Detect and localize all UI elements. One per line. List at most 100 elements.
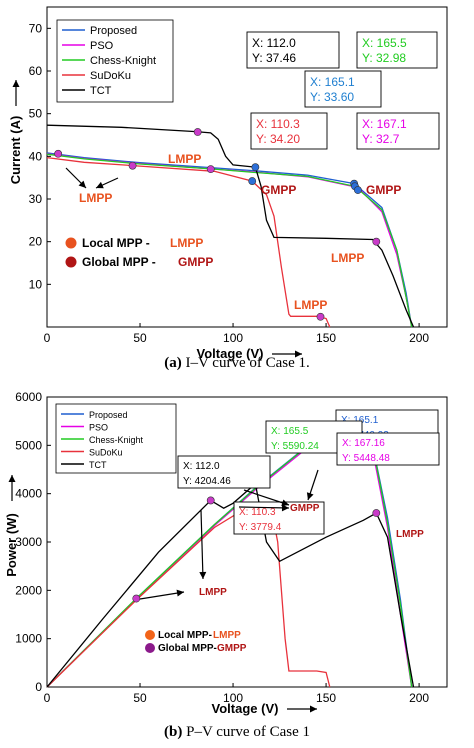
chart1-datatip-y: Y: 37.46 xyxy=(252,51,296,65)
chart1-y-tick-label: 70 xyxy=(29,21,43,35)
chart2-lmpp-label: LMPP xyxy=(396,529,424,540)
chart1-datatip-x: X: 112.0 xyxy=(252,36,296,50)
chart1-mpp-marker xyxy=(248,177,257,185)
chart1-y-tick-label: 30 xyxy=(29,192,43,206)
chart1-lmpp-label: LMPP xyxy=(168,152,201,166)
chart2-datatip-y: Y: 4204.46 xyxy=(183,476,231,487)
chart2-series-line-tct xyxy=(46,482,415,688)
chart2-y-tick-label: 6000 xyxy=(15,390,42,404)
chart2-datatip-y: Y: 3779.4 xyxy=(239,522,282,533)
chart2-datatip-x: X: 110.3 xyxy=(239,507,276,518)
chart1-datatip-x: X: 167.1 xyxy=(362,117,407,131)
chart1-gmpp-label: GMPP xyxy=(366,183,401,197)
chart2-x-tick-label: 150 xyxy=(316,691,336,705)
chart1-legend-local-mpp-value: LMPP xyxy=(170,236,203,250)
chart1-y-tick-label: 60 xyxy=(29,64,43,78)
chart2-mpp-marker xyxy=(206,496,215,505)
chart2-legend-global-mpp: Global MPP- xyxy=(158,643,217,654)
gmpp-arrow xyxy=(238,506,290,509)
lmpp-arrow xyxy=(139,591,185,600)
lmpp-arrow-head xyxy=(199,571,207,579)
chart1-datatip-box xyxy=(356,112,440,150)
chart1-x-tick-label: 50 xyxy=(133,331,147,345)
chart2-y-tick-label: 0 xyxy=(35,680,42,694)
chart2-x-axis-label: Voltage (V) xyxy=(212,701,279,716)
chart2-x-axis-arrow-head xyxy=(310,705,317,713)
chart2-x-tick-label: 200 xyxy=(409,691,429,705)
chart2-x-tick-label: 50 xyxy=(133,691,147,705)
chart1-x-tick-label: 100 xyxy=(223,331,243,345)
global-mpp-icon xyxy=(145,643,155,653)
chart2-datatip-x: X: 165.1 xyxy=(341,415,379,426)
lmpp-arrow-head xyxy=(78,180,86,188)
chart1-mpp-marker xyxy=(54,149,63,158)
chart1-legend-label: SuDoKu xyxy=(90,70,131,82)
chart2-datatip-x: X: 167.16 xyxy=(342,438,385,449)
chart2-legend-local-mpp: Local MPP- xyxy=(158,630,212,641)
chart2-y-tick-label: 1000 xyxy=(15,632,42,646)
chart2-legend-label: Chess-Knight xyxy=(89,435,144,445)
chart2-lmpp-label: LMPP xyxy=(199,587,227,598)
chart1-x-axis-label: Voltage (V) xyxy=(197,346,264,361)
chart1-x-tick-label: 0 xyxy=(44,331,51,345)
chart1-datatip-y: Y: 34.20 xyxy=(256,132,300,146)
chart1-datatip-x: X: 110.3 xyxy=(256,117,300,131)
chart2-mpp-marker xyxy=(132,594,141,603)
chart1-datatip-y: Y: 32.98 xyxy=(362,51,406,65)
chart1-legend-label: Proposed xyxy=(90,25,137,37)
chart1-lmpp-label: LMPP xyxy=(331,251,364,265)
chart1-x-tick-label: 150 xyxy=(316,331,336,345)
lmpp-arrow xyxy=(200,509,204,580)
chart1-gmpp-label: GMPP xyxy=(261,183,296,197)
chart2-datatip-box xyxy=(336,432,440,466)
gmpp-arrow-head xyxy=(281,499,289,507)
lmpp-arrow-head xyxy=(96,181,104,189)
chart1-mpp-marker xyxy=(206,165,215,174)
chart1-mpp-marker xyxy=(353,186,362,194)
chart2-legend-global-mpp-value: GMPP xyxy=(217,643,247,654)
chart2-datatip-x: X: 165.5 xyxy=(271,426,309,437)
chart1-y-axis-arrow-head xyxy=(12,80,20,87)
chart1-datatip-box xyxy=(304,70,382,108)
chart1-mpp-marker xyxy=(316,312,325,321)
chart1-y-tick-label: 10 xyxy=(29,277,43,291)
chart2-x-tick-label: 100 xyxy=(223,691,243,705)
chart2-legend-label: SuDoKu xyxy=(89,448,123,458)
chart1-legend-global-mpp-value: GMPP xyxy=(178,255,213,269)
local-mpp-icon xyxy=(65,237,77,249)
chart1-x-tick-label: 200 xyxy=(409,331,429,345)
chart2-y-tick-label: 4000 xyxy=(15,487,42,501)
chart1-datatip-box xyxy=(246,31,340,69)
chart2-datatip-x: X: 112.0 xyxy=(183,461,220,472)
chart2-y-tick-label: 2000 xyxy=(15,583,42,597)
chart1-legend-local-mpp: Local MPP - xyxy=(82,236,150,250)
chart1-datatip-x: X: 165.1 xyxy=(310,75,355,89)
chart1-y-axis-label: Current (A) xyxy=(8,116,23,185)
chart1-legend-label: PSO xyxy=(90,40,114,52)
gmpp-arrow xyxy=(243,489,290,506)
chart2-legend-label: TCT xyxy=(89,460,107,470)
chart2-legend-local-mpp-value: LMPP xyxy=(213,630,241,641)
chart1-datatip-x: X: 165.5 xyxy=(362,36,407,50)
gmpp-arrow-head xyxy=(306,492,314,500)
chart1-mpp-marker xyxy=(372,237,381,246)
gmpp-arrow-head xyxy=(281,504,289,512)
chart2-y-axis-label: Power (W) xyxy=(4,513,19,577)
chart1-x-axis-arrow-head xyxy=(295,350,302,358)
chart1-legend-global-mpp: Global MPP - xyxy=(82,255,156,269)
chart1-y-tick-label: 40 xyxy=(29,149,43,163)
chart2-datatip-y: Y: 5448.48 xyxy=(342,453,390,464)
chart1-mpp-marker xyxy=(193,128,202,136)
chart1-datatip-box xyxy=(250,112,328,150)
chart2-legend-label: Proposed xyxy=(89,410,128,420)
chart2-mpp-marker xyxy=(372,509,381,517)
chart1-datatip-y: Y: 33.60 xyxy=(310,90,354,104)
chart2-y-tick-label: 3000 xyxy=(15,535,42,549)
chart2-y-tick-label: 5000 xyxy=(15,438,42,452)
local-mpp-icon xyxy=(145,630,155,640)
chart1-series-line-chess-knight xyxy=(46,153,413,328)
lmpp-arrow-head xyxy=(176,589,184,597)
chart1-plot-frame xyxy=(46,6,448,328)
chart1-legend-box xyxy=(56,19,174,103)
